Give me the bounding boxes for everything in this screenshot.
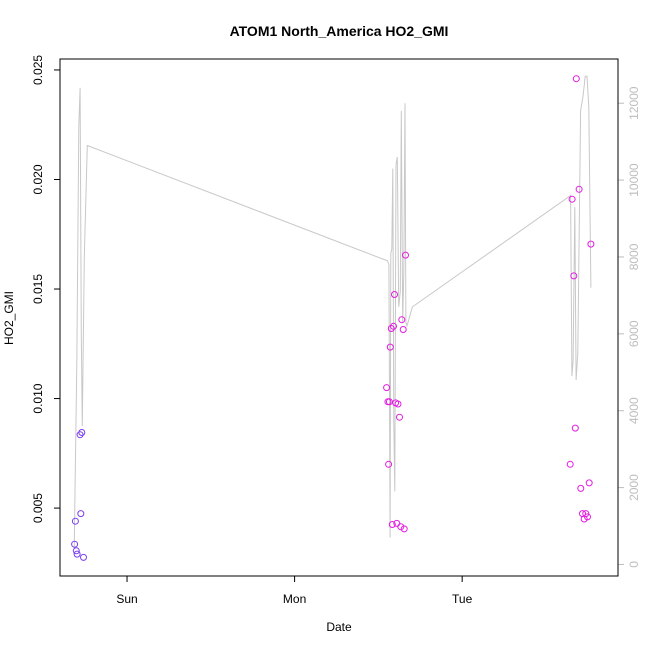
axes-layer: 0.005 0.010 0.015 0.020 0.025 0 2000 4000 6000 80… [31, 55, 641, 606]
y-tick-label: 0.020 [31, 164, 45, 194]
y-tick-label: 0.010 [31, 383, 45, 413]
series-layer [71, 75, 595, 561]
data-point [76, 431, 84, 439]
y-tick-label: 0.005 [31, 493, 45, 523]
data-point [568, 195, 576, 203]
data-point [566, 460, 574, 468]
data-point [385, 460, 393, 468]
data-point [577, 484, 585, 492]
y2-tick-label: 4000 [627, 397, 641, 424]
data-point [399, 326, 407, 333]
data-point [575, 185, 583, 193]
x-tick-label: Mon [283, 592, 306, 606]
data-point [400, 525, 408, 533]
chart-title: ATOM1 North_America HO2_GMI [230, 23, 449, 39]
data-point [383, 384, 391, 392]
y2-tick-label: 12000 [627, 86, 641, 120]
y-tick-label: 0.015 [31, 274, 45, 304]
x-axis-title: Date [326, 620, 352, 634]
data-point [391, 291, 398, 298]
y2-tick-label: 0 [627, 561, 641, 568]
data-point [390, 322, 397, 330]
data-point [72, 547, 80, 555]
data-point [388, 521, 396, 528]
data-point [71, 540, 79, 548]
data-point [402, 251, 409, 259]
data-point [582, 510, 590, 518]
data-point [394, 400, 402, 408]
y2-tick-label: 6000 [627, 320, 641, 347]
y2-tick-label: 8000 [627, 243, 641, 270]
data-point [570, 272, 578, 280]
data-point [396, 413, 403, 421]
data-point [80, 553, 87, 561]
data-point [571, 424, 579, 432]
x-tick-label: Tue [452, 592, 473, 606]
data-point [73, 550, 81, 558]
data-point [78, 429, 86, 436]
data-point [386, 343, 394, 351]
y2-tick-label: 2000 [627, 474, 641, 501]
plot-frame [59, 58, 619, 577]
data-point [398, 316, 406, 324]
data-point [71, 517, 79, 525]
data-point [77, 510, 85, 518]
data-point [587, 240, 595, 248]
y-axis-title: HO2_GMI [2, 291, 16, 345]
data-point [585, 479, 593, 487]
data-point [572, 75, 580, 83]
data-point [584, 513, 591, 521]
y-tick-label: 0.025 [31, 55, 45, 85]
x-tick-label: Sun [116, 592, 137, 606]
data-point [387, 325, 395, 332]
altitude-line [73, 75, 592, 550]
y2-tick-label: 10000 [627, 163, 641, 197]
